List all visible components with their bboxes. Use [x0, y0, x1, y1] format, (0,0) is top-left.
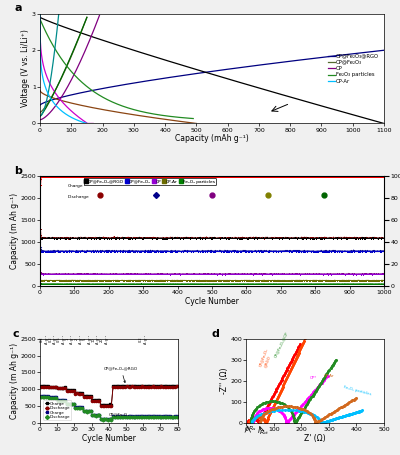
Text: 5
A g⁻¹: 5 A g⁻¹ [83, 335, 92, 344]
Text: Charge: Charge [68, 184, 83, 188]
X-axis label: Cycle Number: Cycle Number [82, 434, 136, 443]
Text: CP@Fe₂O₃
@RGO: CP@Fe₂O₃ @RGO [259, 347, 274, 368]
Text: 2
A g⁻¹: 2 A g⁻¹ [74, 335, 83, 344]
Text: CP@Fe₂O₃@RGO: CP@Fe₂O₃@RGO [104, 366, 138, 383]
X-axis label: Z' (Ω): Z' (Ω) [304, 434, 326, 443]
Text: 20
A g⁻¹: 20 A g⁻¹ [100, 335, 109, 344]
Text: Fe₂O₃ particles: Fe₂O₃ particles [343, 385, 371, 397]
Text: 0.5
A g⁻¹: 0.5 A g⁻¹ [57, 335, 66, 344]
Text: c: c [12, 329, 19, 339]
Text: b: b [14, 166, 22, 176]
Legend: Charge, Discharge, Charge, Discharge: Charge, Discharge, Charge, Discharge [44, 400, 72, 420]
Text: 0.2
A g⁻¹: 0.2 A g⁻¹ [139, 335, 148, 344]
X-axis label: Cycle Number: Cycle Number [185, 297, 239, 305]
Text: 0.2
A g⁻¹: 0.2 A g⁻¹ [49, 335, 57, 344]
Text: 1
A g⁻¹: 1 A g⁻¹ [66, 335, 74, 344]
Text: $R_{ct}$: $R_{ct}$ [259, 428, 269, 437]
X-axis label: Capacity (mAh g⁻¹): Capacity (mAh g⁻¹) [175, 134, 249, 143]
Text: Discharge: Discharge [68, 195, 89, 199]
Text: CP*: CP* [310, 376, 317, 380]
Text: 10
A g⁻¹: 10 A g⁻¹ [92, 335, 100, 344]
Legend: CP@Fe₂O₃@RGO, CP@Fe₂O₃, CP, CP-Ar, Fe₂O₃ particles: CP@Fe₂O₃@RGO, CP@Fe₂O₃, CP, CP-Ar, Fe₂O₃… [84, 178, 216, 185]
Text: CP@Fe₂O₃: CP@Fe₂O₃ [109, 413, 130, 417]
Y-axis label: Capacity (m Ah g⁻¹): Capacity (m Ah g⁻¹) [10, 193, 19, 269]
Y-axis label: Capacity (m Ah g⁻¹): Capacity (m Ah g⁻¹) [10, 343, 19, 419]
Legend: CP@Fe₂O₃@RGO, CP@Fe₂O₃, CP, Fe₂O₃ particles, CP-Ar: CP@Fe₂O₃@RGO, CP@Fe₂O₃, CP, Fe₂O₃ partic… [326, 51, 381, 86]
Y-axis label: -Z'' (Ω): -Z'' (Ω) [220, 368, 229, 394]
Text: CP-Ar: CP-Ar [324, 374, 334, 378]
Text: CP@Fe₂O₃@CP: CP@Fe₂O₃@CP [274, 330, 290, 358]
Text: $R_s$: $R_s$ [248, 425, 256, 434]
Text: 0.2
A g⁻¹: 0.2 A g⁻¹ [40, 335, 48, 344]
Text: a: a [14, 4, 22, 14]
Y-axis label: Voltage (V vs. Li/Li⁺): Voltage (V vs. Li/Li⁺) [22, 30, 30, 107]
Text: d: d [212, 329, 220, 339]
